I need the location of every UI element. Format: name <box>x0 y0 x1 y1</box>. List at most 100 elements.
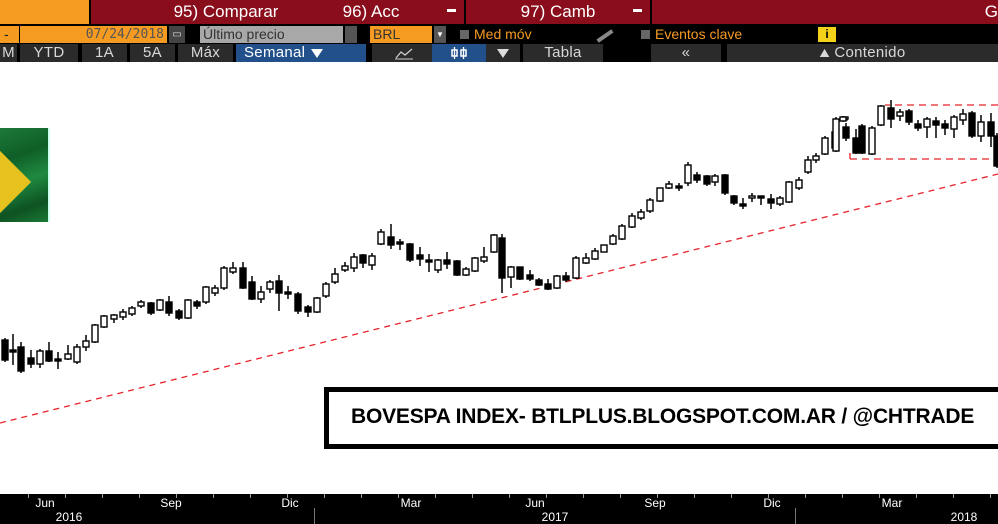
watermark-banner: BOVESPA INDEX- BTLPLUS.BLOGSPOT.COM.AR /… <box>324 387 998 449</box>
year-label: 2016 <box>55 510 83 524</box>
moving-avg-checkbox[interactable] <box>460 30 469 39</box>
candle <box>646 198 654 213</box>
flag-diamond <box>0 150 32 214</box>
candle <box>721 174 729 195</box>
axis-tick <box>657 494 658 498</box>
candle <box>516 266 524 280</box>
collapse-button[interactable]: « <box>651 44 721 62</box>
range-max-button[interactable]: Máx <box>178 44 233 62</box>
month-label: Jun <box>525 496 545 510</box>
candle <box>832 117 840 152</box>
period-select[interactable]: Semanal <box>236 44 366 62</box>
price-field-dropdown-icon[interactable] <box>345 26 357 43</box>
candle <box>877 105 885 126</box>
range-toolbar: M YTD 1A 5A Máx Semanal Tabla « ⛰ Conten… <box>0 44 998 62</box>
actions-button[interactable]: 96) Acc <box>278 0 464 24</box>
candle <box>64 345 72 360</box>
candle <box>993 133 998 168</box>
candle <box>220 266 228 290</box>
change-button[interactable]: 97) Camb <box>466 0 650 24</box>
candle <box>858 124 866 154</box>
candle <box>852 129 860 154</box>
security-field[interactable] <box>0 0 89 24</box>
month-label: Mar <box>881 496 903 510</box>
axis-tick <box>583 494 584 498</box>
candle <box>275 275 283 311</box>
dropdown-icon <box>633 9 642 12</box>
right-label: G <box>984 2 998 21</box>
candle <box>119 309 127 320</box>
candle <box>968 111 976 138</box>
year-label: 2017 <box>541 510 569 524</box>
candle <box>776 196 784 206</box>
price-field-select[interactable]: Último precio <box>200 26 343 43</box>
candle <box>498 234 506 293</box>
axis-tick <box>361 494 362 498</box>
brazil-flag-image <box>0 128 50 222</box>
range-ytd-button[interactable]: YTD <box>20 44 78 62</box>
range-m-button[interactable]: M <box>0 44 17 62</box>
candle <box>914 120 922 131</box>
candle <box>165 296 173 316</box>
calendar-icon[interactable]: ▭ <box>169 26 185 43</box>
candle <box>73 344 81 364</box>
end-date-field[interactable]: 07/24/2018 <box>20 26 167 43</box>
candle <box>896 109 904 121</box>
price-chart[interactable]: BOVESPA INDEX- BTLPLUS.BLOGSPOT.COM.AR /… <box>0 62 998 494</box>
pencil-icon[interactable] <box>596 29 614 43</box>
dropdown-icon <box>497 48 509 58</box>
currency-select[interactable]: BRL <box>370 26 432 43</box>
chart-type-dropdown[interactable] <box>486 44 520 62</box>
range-1y-button[interactable]: 1A <box>82 44 127 62</box>
candle <box>184 299 192 319</box>
candle <box>480 247 488 263</box>
candle <box>45 342 53 362</box>
candle <box>748 193 756 202</box>
key-events-label[interactable]: Eventos clave <box>655 26 743 42</box>
candle <box>637 209 645 220</box>
candle <box>82 335 90 351</box>
month-label: Sep <box>644 496 666 510</box>
candlestick-plot <box>0 100 998 424</box>
compare-label: 95) Comparar <box>173 2 279 21</box>
candle <box>656 187 664 202</box>
axis-tick <box>916 494 917 498</box>
candle <box>36 349 44 368</box>
candle <box>100 315 108 328</box>
candle <box>211 285 219 296</box>
candle <box>987 113 995 147</box>
key-events-checkbox[interactable] <box>641 30 650 39</box>
content-button[interactable]: ⛰ Contenido <box>727 44 998 62</box>
line-chart-button[interactable] <box>372 44 436 62</box>
range-5y-button[interactable]: 5A <box>130 44 175 62</box>
axis-tick <box>620 494 621 498</box>
candle <box>322 282 330 298</box>
month-label: Dic <box>763 496 781 510</box>
candle <box>582 253 590 264</box>
axis-tick <box>805 494 806 498</box>
candle <box>923 117 931 138</box>
candle <box>675 183 683 191</box>
candle <box>294 292 302 314</box>
table-button[interactable]: Tabla <box>523 44 603 62</box>
moving-avg-label[interactable]: Med móv <box>474 26 532 42</box>
candle <box>341 262 349 272</box>
info-icon[interactable]: i <box>818 27 836 42</box>
candle <box>331 268 339 284</box>
candle <box>842 123 850 141</box>
candlestick-button[interactable] <box>432 44 486 62</box>
candle <box>795 177 803 190</box>
candle <box>767 194 775 209</box>
banner-text: BOVESPA INDEX- BTLPLUS.BLOGSPOT.COM.AR /… <box>351 405 975 428</box>
axis-tick <box>398 494 399 498</box>
candle <box>905 109 913 125</box>
settings-button[interactable]: G <box>652 0 998 24</box>
axis-tick <box>435 494 436 498</box>
candle <box>490 234 498 253</box>
candle <box>27 350 35 368</box>
candle <box>313 297 321 313</box>
start-date-field[interactable]: - <box>0 26 19 43</box>
candle <box>471 257 479 272</box>
currency-dropdown-icon[interactable]: ▼ <box>434 26 446 43</box>
axis-tick <box>546 494 547 498</box>
